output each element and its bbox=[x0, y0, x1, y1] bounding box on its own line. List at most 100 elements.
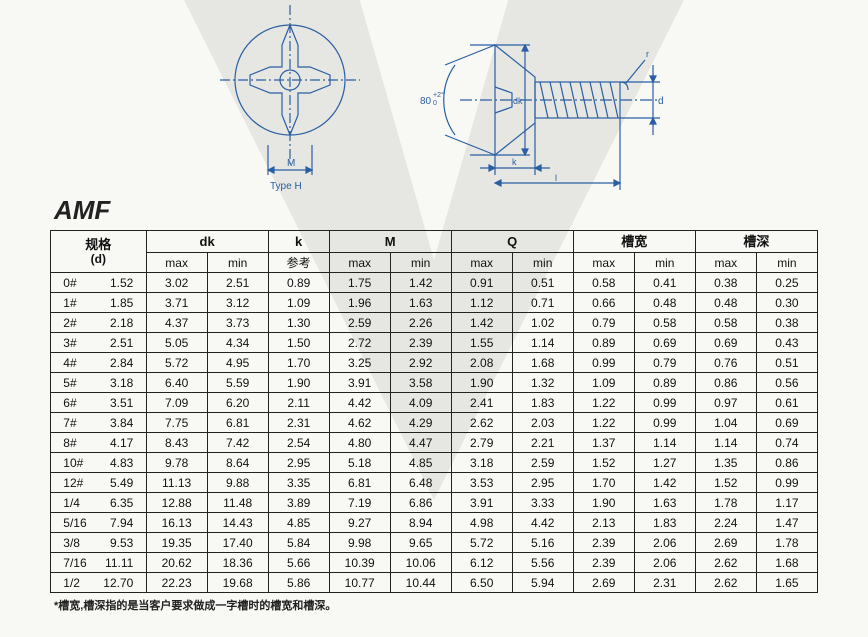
cell-value: 9.98 bbox=[329, 533, 390, 553]
cell-value: 14.43 bbox=[207, 513, 268, 533]
footnote: *槽宽,槽深指的是当客户要求做成一字槽时的槽宽和槽深。 bbox=[54, 597, 818, 613]
cell-value: 2.31 bbox=[634, 573, 695, 593]
cell-value: 1.42 bbox=[451, 313, 512, 333]
dim-angle-tol-bot: 0 bbox=[433, 100, 437, 107]
cell-value: 4.09 bbox=[390, 393, 451, 413]
cell-value: 0.91 bbox=[451, 273, 512, 293]
cell-value: 3.33 bbox=[512, 493, 573, 513]
table-row: 0#1.523.022.510.891.751.420.910.510.580.… bbox=[51, 273, 818, 293]
cell-value: 4.34 bbox=[207, 333, 268, 353]
cell-spec: 1/212.70 bbox=[51, 573, 147, 593]
cell-value: 0.79 bbox=[573, 313, 634, 333]
col-sub: max bbox=[451, 253, 512, 273]
cell-value: 2.72 bbox=[329, 333, 390, 353]
cell-value: 3.18 bbox=[451, 453, 512, 473]
cell-value: 0.58 bbox=[695, 313, 756, 333]
cell-value: 17.40 bbox=[207, 533, 268, 553]
cell-spec: 5/167.94 bbox=[51, 513, 147, 533]
table-row: 12#5.4911.139.883.356.816.483.532.951.70… bbox=[51, 473, 818, 493]
table-row: 7/1611.1120.6218.365.6610.3910.066.125.5… bbox=[51, 553, 818, 573]
cell-value: 22.23 bbox=[146, 573, 207, 593]
cell-value: 3.91 bbox=[329, 373, 390, 393]
col-sub: max bbox=[573, 253, 634, 273]
cell-value: 0.76 bbox=[695, 353, 756, 373]
dim-angle-tol-top: +2° bbox=[433, 91, 444, 99]
cell-value: 1.35 bbox=[695, 453, 756, 473]
cell-value: 1.55 bbox=[451, 333, 512, 353]
table-row: 3/89.5319.3517.405.849.989.655.725.162.3… bbox=[51, 533, 818, 553]
cell-value: 2.31 bbox=[268, 413, 329, 433]
table-row: 1/212.7022.2319.685.8610.7710.446.505.94… bbox=[51, 573, 818, 593]
cell-value: 1.14 bbox=[512, 333, 573, 353]
cell-value: 9.88 bbox=[207, 473, 268, 493]
cell-value: 9.78 bbox=[146, 453, 207, 473]
cell-value: 8.64 bbox=[207, 453, 268, 473]
cell-value: 4.47 bbox=[390, 433, 451, 453]
cell-spec: 12#5.49 bbox=[51, 473, 147, 493]
cell-value: 1.68 bbox=[512, 353, 573, 373]
cell-value: 5.16 bbox=[512, 533, 573, 553]
cell-value: 2.39 bbox=[573, 553, 634, 573]
cell-value: 2.79 bbox=[451, 433, 512, 453]
cell-value: 0.30 bbox=[756, 293, 817, 313]
cell-value: 6.48 bbox=[390, 473, 451, 493]
cell-value: 18.36 bbox=[207, 553, 268, 573]
cell-spec: 7/1611.11 bbox=[51, 553, 147, 573]
cell-spec: 6#3.51 bbox=[51, 393, 147, 413]
cell-value: 2.95 bbox=[268, 453, 329, 473]
cell-value: 1.42 bbox=[390, 273, 451, 293]
cell-value: 10.39 bbox=[329, 553, 390, 573]
cell-value: 2.06 bbox=[634, 533, 695, 553]
cell-value: 0.51 bbox=[512, 273, 573, 293]
table-row: 2#2.184.373.731.302.592.261.421.020.790.… bbox=[51, 313, 818, 333]
cell-value: 0.25 bbox=[756, 273, 817, 293]
cell-value: 6.81 bbox=[329, 473, 390, 493]
table-body: 0#1.523.022.510.891.751.420.910.510.580.… bbox=[51, 273, 818, 593]
cell-value: 2.59 bbox=[512, 453, 573, 473]
cell-value: 19.68 bbox=[207, 573, 268, 593]
cell-value: 1.14 bbox=[634, 433, 695, 453]
cell-value: 5.94 bbox=[512, 573, 573, 593]
cell-value: 3.25 bbox=[329, 353, 390, 373]
cell-value: 4.29 bbox=[390, 413, 451, 433]
cell-value: 5.05 bbox=[146, 333, 207, 353]
cell-value: 1.02 bbox=[512, 313, 573, 333]
cell-value: 2.69 bbox=[573, 573, 634, 593]
cell-value: 1.47 bbox=[756, 513, 817, 533]
cell-value: 3.89 bbox=[268, 493, 329, 513]
spec-header-label: 规格 bbox=[85, 237, 111, 252]
cell-value: 0.99 bbox=[634, 393, 695, 413]
cell-value: 1.04 bbox=[695, 413, 756, 433]
cell-value: 2.39 bbox=[573, 533, 634, 553]
table-row: 10#4.839.788.642.955.184.853.182.591.521… bbox=[51, 453, 818, 473]
cell-value: 7.09 bbox=[146, 393, 207, 413]
cell-value: 2.11 bbox=[268, 393, 329, 413]
cell-value: 0.69 bbox=[634, 333, 695, 353]
table-row: 5#3.186.405.591.903.913.581.901.321.090.… bbox=[51, 373, 818, 393]
cell-value: 16.13 bbox=[146, 513, 207, 533]
cell-value: 2.03 bbox=[512, 413, 573, 433]
cell-value: 0.79 bbox=[634, 353, 695, 373]
table-header: 规格 (d) dk k M Q 槽宽 槽深 maxmin参考maxminmaxm… bbox=[51, 231, 818, 273]
cell-value: 0.99 bbox=[634, 413, 695, 433]
cell-value: 5.72 bbox=[146, 353, 207, 373]
cell-value: 5.66 bbox=[268, 553, 329, 573]
cell-spec: 1#1.85 bbox=[51, 293, 147, 313]
cell-value: 1.32 bbox=[512, 373, 573, 393]
cell-value: 2.54 bbox=[268, 433, 329, 453]
cell-value: 1.83 bbox=[512, 393, 573, 413]
cell-value: 0.56 bbox=[756, 373, 817, 393]
cell-value: 0.48 bbox=[634, 293, 695, 313]
cell-value: 3.73 bbox=[207, 313, 268, 333]
dim-d: d bbox=[658, 96, 664, 107]
col-sub: min bbox=[390, 253, 451, 273]
cell-value: 0.61 bbox=[756, 393, 817, 413]
cell-value: 2.62 bbox=[695, 553, 756, 573]
cell-value: 11.13 bbox=[146, 473, 207, 493]
cell-value: 7.42 bbox=[207, 433, 268, 453]
cell-spec: 5#3.18 bbox=[51, 373, 147, 393]
diagram-top-view: M Type H bbox=[210, 5, 370, 195]
cell-value: 1.17 bbox=[756, 493, 817, 513]
cell-value: 1.96 bbox=[329, 293, 390, 313]
cell-value: 1.90 bbox=[573, 493, 634, 513]
